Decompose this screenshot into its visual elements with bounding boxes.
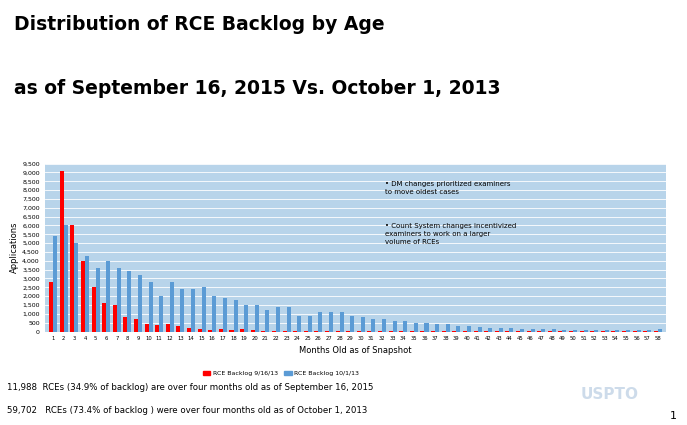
Bar (181, 289, 185, 332)
Y-axis label: Applications: Applications (10, 222, 19, 273)
Bar (81, 261, 85, 332)
Bar (212, 296, 216, 332)
Bar (148, 282, 153, 332)
Bar (166, 324, 170, 332)
Bar (117, 268, 121, 332)
X-axis label: Months Old as of Snapshot: Months Old as of Snapshot (300, 346, 412, 354)
Text: Distribution of RCE Backlog by Age: Distribution of RCE Backlog by Age (14, 15, 384, 34)
Bar (229, 330, 234, 332)
Bar (265, 310, 269, 332)
Bar (124, 317, 127, 332)
Bar (74, 243, 78, 332)
Text: 11,988  RCEs (34.9% of backlog) are over four months old as of September 16, 201: 11,988 RCEs (34.9% of backlog) are over … (7, 382, 373, 391)
Bar (509, 328, 513, 332)
Bar (304, 331, 308, 332)
Bar (361, 317, 365, 332)
Bar (240, 329, 244, 332)
Bar (414, 323, 418, 332)
Text: 59,702   RCEs (73.4% of backlog ) were over four months old as of October 1, 201: 59,702 RCEs (73.4% of backlog ) were ove… (7, 406, 368, 415)
Bar (425, 323, 429, 332)
Bar (552, 329, 556, 332)
Bar (329, 312, 333, 332)
Bar (520, 329, 524, 332)
Bar (308, 316, 312, 332)
Bar (605, 330, 609, 332)
Bar (594, 330, 598, 332)
Bar (202, 287, 205, 332)
Bar (467, 326, 471, 332)
Bar (91, 287, 95, 332)
Bar (191, 289, 195, 332)
Bar (49, 282, 53, 332)
Bar (187, 328, 191, 332)
Bar (251, 330, 255, 332)
Bar (102, 303, 106, 332)
Bar (286, 307, 291, 332)
Bar (477, 327, 482, 332)
Bar (159, 296, 164, 332)
Bar (293, 331, 297, 332)
Bar (223, 298, 227, 332)
Bar (255, 305, 259, 332)
Bar (297, 316, 301, 332)
Text: • Count System changes incentivized
examiners to work on a larger
volume of RCEs: • Count System changes incentivized exam… (385, 223, 517, 244)
Text: as of September 16, 2015 Vs. October 1, 2013: as of September 16, 2015 Vs. October 1, … (14, 79, 500, 98)
Bar (234, 300, 238, 332)
Bar (155, 325, 159, 332)
Bar (276, 307, 280, 332)
Bar (219, 329, 223, 332)
Bar (372, 319, 376, 332)
Text: • DM changes prioritized examiners
to move oldest cases: • DM changes prioritized examiners to mo… (385, 181, 510, 195)
Bar (144, 323, 148, 332)
Bar (53, 236, 57, 332)
Bar (170, 282, 174, 332)
Bar (488, 328, 492, 332)
Bar (106, 261, 110, 332)
Bar (499, 328, 503, 332)
Bar (382, 319, 386, 332)
Bar (446, 324, 450, 332)
Bar (85, 255, 89, 332)
Bar (563, 330, 567, 332)
Bar (261, 331, 265, 332)
Bar (647, 330, 651, 332)
Bar (616, 330, 620, 332)
Bar (127, 272, 131, 332)
Bar (541, 329, 545, 332)
Bar (113, 305, 117, 332)
Bar (208, 330, 212, 332)
Bar (272, 331, 276, 332)
Bar (177, 326, 181, 332)
Bar (350, 316, 354, 332)
Bar (70, 226, 74, 332)
Text: 1: 1 (670, 411, 677, 421)
Bar (138, 275, 142, 332)
Bar (584, 330, 587, 332)
Bar (282, 331, 286, 332)
Bar (435, 323, 439, 332)
Legend: RCE Backlog 9/16/13, RCE Backlog 10/1/13: RCE Backlog 9/16/13, RCE Backlog 10/1/13 (200, 368, 361, 379)
Bar (530, 329, 534, 332)
Bar (393, 321, 396, 332)
Bar (60, 171, 64, 332)
Bar (64, 226, 68, 332)
Bar (198, 329, 202, 332)
Bar (637, 330, 641, 332)
Bar (573, 330, 577, 332)
Bar (456, 326, 460, 332)
Bar (244, 305, 248, 332)
Bar (95, 268, 100, 332)
Bar (626, 330, 630, 332)
Bar (318, 312, 322, 332)
Bar (134, 319, 138, 332)
Bar (339, 312, 344, 332)
Text: USPTO: USPTO (581, 387, 638, 402)
Bar (403, 321, 407, 332)
Bar (658, 329, 662, 332)
